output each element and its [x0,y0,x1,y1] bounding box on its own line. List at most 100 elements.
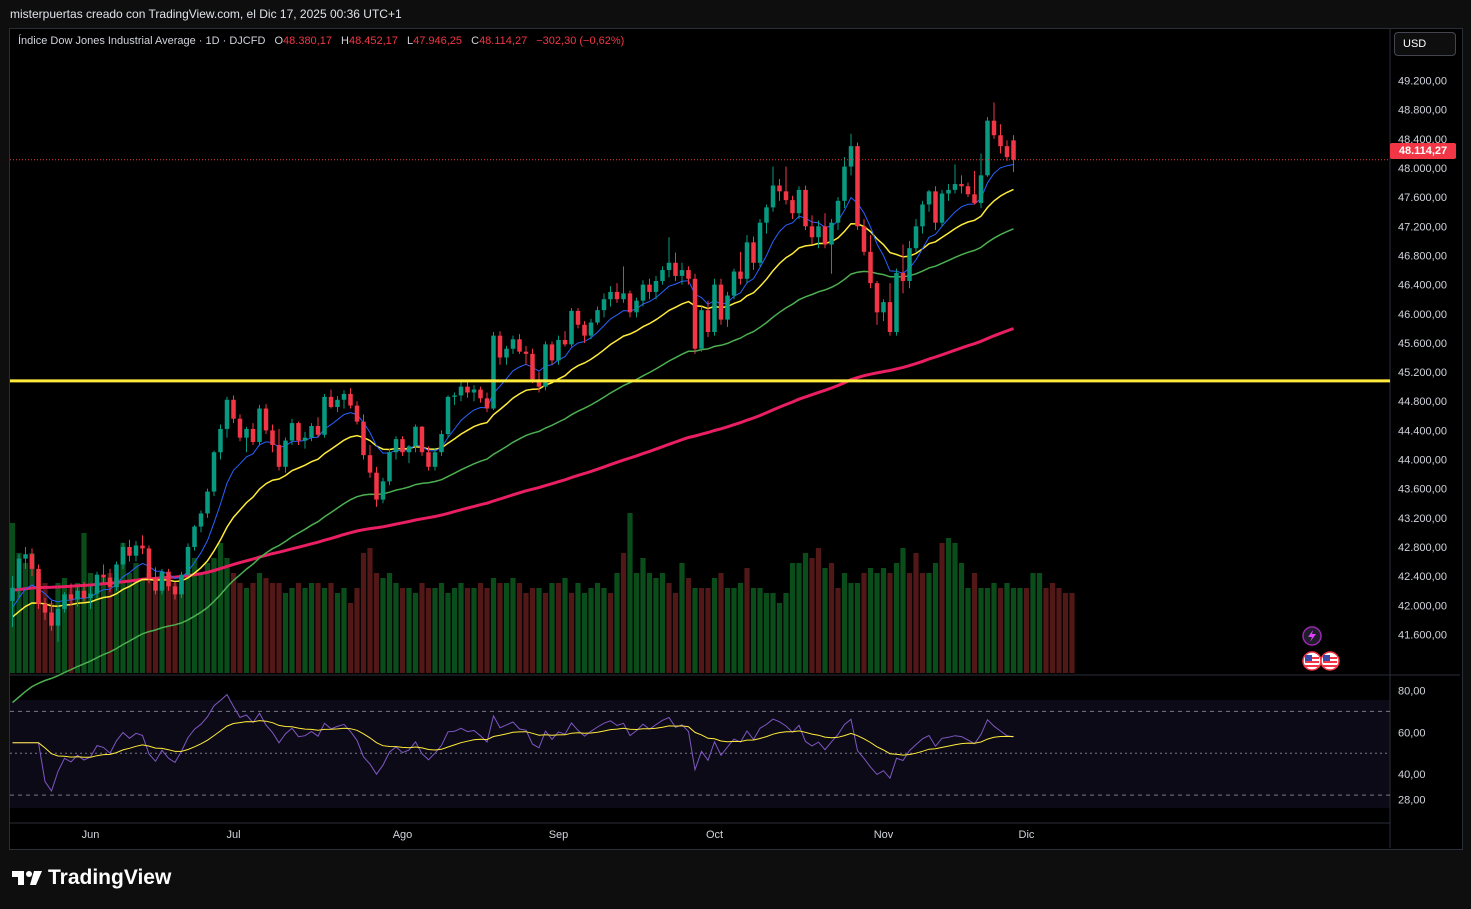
candle-body [946,189,951,194]
candle-body [874,283,880,313]
candle-body [920,204,925,227]
volume-bar [1004,583,1010,673]
volume-bar [68,588,74,673]
candle-body [861,226,867,252]
candle-body [159,571,165,591]
candle-body [634,300,639,313]
time-tick-label: Oct [706,829,723,841]
volume-bar [984,588,991,673]
price-tick-label: 43.600,00 [1398,484,1447,496]
candle-body [855,146,860,227]
candle-body [653,280,659,292]
candle-body [504,348,509,358]
candle-body [270,430,275,445]
volume-bar [510,578,516,673]
candle-body [406,446,412,453]
volume-bar [965,588,971,673]
candle-body [939,193,945,223]
volume-bar [776,603,783,673]
candle-body [276,444,282,467]
volume-bar [731,588,737,673]
volume-bar [991,583,997,673]
lightning-icon[interactable] [1302,626,1322,651]
candle-body [991,120,997,136]
volume-bar [477,583,484,673]
volume-bar [458,583,464,673]
candle-body [413,426,418,447]
volume-bar [529,588,536,673]
candle-body [582,324,587,336]
volume-bar [750,588,757,673]
volume-bar [35,573,42,673]
volume-bar [659,573,666,673]
candle-body [790,200,795,214]
time-tick-label: Nov [874,829,894,841]
volume-bar [16,553,22,673]
volume-bar [373,573,380,673]
candle-body [426,452,431,467]
volume-bar [737,583,744,673]
us-flag-icon[interactable] [1302,651,1322,676]
volume-bar [269,583,276,673]
rsi-ma-line [12,720,1014,758]
volume-bar [451,588,458,673]
candle-body [29,554,35,569]
volume-bar [438,583,445,673]
price-tick-label: 45.200,00 [1398,367,1447,379]
low-value: 47.946,25 [413,35,463,47]
last-price-tag: 48.114,27 [1390,143,1456,159]
candle-body [562,340,568,345]
volume-bar [516,583,523,673]
currency-button[interactable]: USD [1394,32,1456,56]
volume-bar [770,593,776,673]
volume-bar [640,558,646,673]
volume-bar [87,573,94,673]
price-tick-label: 47.600,00 [1398,192,1447,204]
candle-body [36,568,41,604]
low-label: L [406,35,414,47]
volume-bar [861,573,867,673]
candle-body [133,545,139,556]
candle-body [868,251,873,284]
candle-body [900,272,906,281]
volume-bar [971,573,978,673]
candle-body [328,396,334,408]
candle-body [829,222,834,245]
price-tick-label: 48.400,00 [1398,134,1447,146]
tradingview-logo[interactable]: TradingView [12,866,171,890]
time-tick-label: Sep [549,829,569,841]
candle-body [803,189,808,227]
volume-bar [22,563,29,673]
volume-bars [9,513,1075,673]
candle-body [796,189,802,214]
volume-bar [763,593,770,673]
candle-body [965,186,971,195]
symbol-legend: Índice Dow Jones Industrial Average · 1D… [18,35,624,47]
volume-bar [471,588,477,673]
volume-bar [867,568,874,673]
symbol-name: Índice Dow Jones Industrial Average · 1D… [18,35,266,47]
candle-body [198,513,204,527]
volume-bar [601,588,607,673]
volume-bar [1017,588,1023,673]
time-tick-label: Dic [1019,829,1035,841]
volume-bar [724,588,731,673]
us-flag-icon[interactable] [1320,651,1340,676]
candle-body [770,185,776,208]
candle-body [114,564,119,588]
candle-body [211,452,217,492]
volume-bar [445,593,451,673]
candle-body [263,408,269,431]
volume-bar [841,573,848,673]
candle-body [205,491,210,514]
candle-body [926,191,932,205]
candle-body [692,278,698,349]
candle-body [296,423,301,441]
volume-bar [588,588,594,673]
volume-bar [952,543,958,673]
volume-bar [685,578,692,673]
candle-body [608,291,613,300]
candle-body [621,293,626,300]
candle-body [49,612,54,626]
